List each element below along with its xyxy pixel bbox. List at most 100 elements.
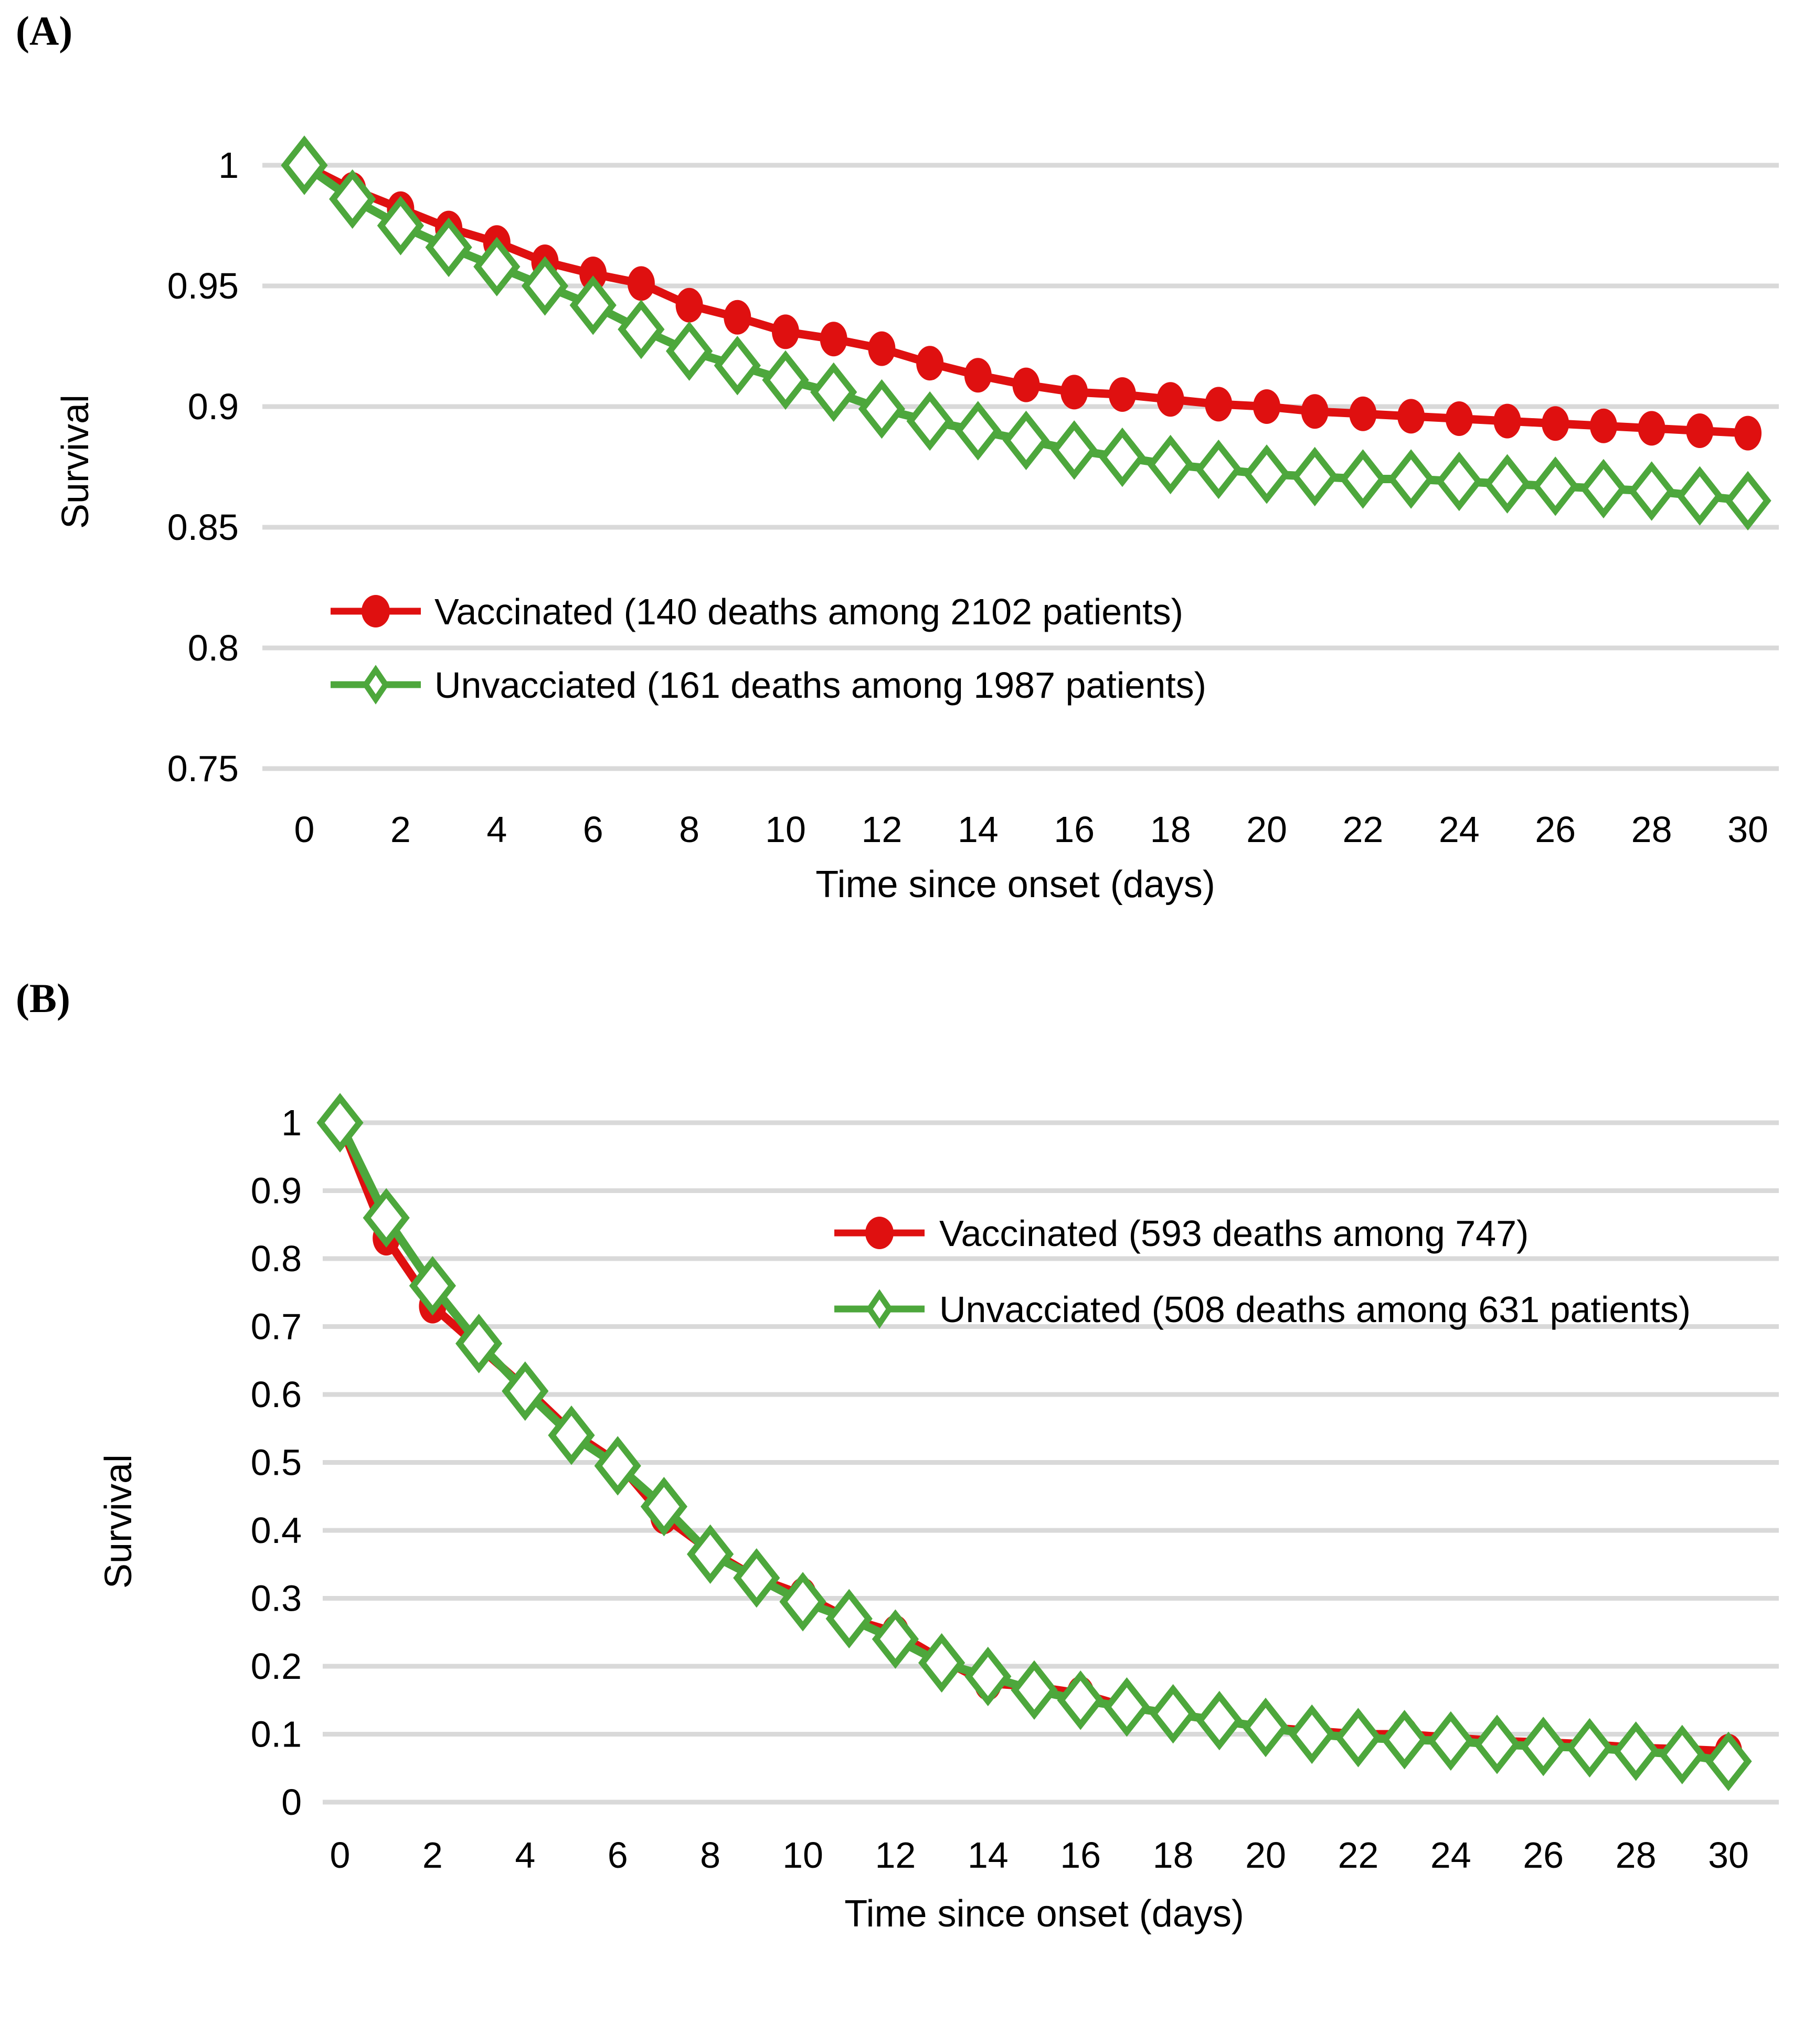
data-point-marker-diamond [473, 237, 521, 296]
data-point-marker-diamond [521, 256, 569, 316]
data-point-marker-diamond [1057, 1670, 1104, 1730]
data-point-marker-circle [579, 257, 607, 291]
data-point-marker-circle [1060, 375, 1088, 410]
data-point-marker-diamond [1147, 434, 1194, 495]
y-axis-tick-label: 1 [218, 145, 239, 186]
data-point-marker-diamond [502, 1361, 549, 1421]
x-axis-tick-label: 22 [1342, 809, 1383, 850]
x-axis-tick-label: 4 [515, 1835, 535, 1876]
data-point-marker-diamond [858, 379, 906, 439]
data-point-marker-diamond [618, 300, 665, 359]
panel-a-label: (A) [16, 8, 73, 54]
x-axis-tick-label: 4 [486, 809, 507, 850]
data-point-marker-diamond [918, 1633, 966, 1693]
data-point-marker-circle [1253, 389, 1280, 424]
x-axis-tick-label: 8 [700, 1835, 720, 1876]
data-point-marker-diamond [1011, 1660, 1058, 1720]
x-axis-tick-label: 26 [1523, 1835, 1564, 1876]
x-axis-title: Time since onset (days) [815, 864, 1215, 906]
data-point-marker-diamond [906, 391, 953, 451]
x-axis-tick-label: 8 [679, 809, 699, 850]
legend-label: Unvacciated (508 deaths among 631 patien… [939, 1289, 1691, 1330]
legend-item: Vaccinated (593 deaths among 747) [834, 1213, 1529, 1254]
y-axis-tick-label: 0.8 [188, 627, 239, 668]
data-point-marker-diamond [810, 362, 857, 422]
x-axis-tick-label: 26 [1535, 809, 1576, 850]
y-axis-tick-label: 0.4 [251, 1510, 302, 1551]
data-point-marker-diamond [665, 321, 713, 381]
data-point-marker-circle [1012, 367, 1040, 402]
x-axis-tick-label: 12 [861, 809, 902, 850]
x-axis-tick-label: 14 [958, 809, 999, 850]
data-point-marker-diamond [733, 1548, 780, 1608]
data-point-marker-diamond [964, 1646, 1012, 1707]
data-point-marker-diamond [569, 275, 617, 335]
x-axis-tick-label: 0 [294, 809, 315, 850]
x-axis-tick-label: 6 [608, 1835, 628, 1876]
chart-panel-A: 10.950.90.850.80.750 2 4 6 8 10 12 14 16 18 20 22 24… [55, 135, 1779, 906]
x-axis-tick-label: 14 [968, 1835, 1009, 1876]
data-point-marker-diamond [1473, 1715, 1521, 1774]
x-axis-title: Time since onset (days) [844, 1893, 1244, 1935]
data-point-marker-circle [1686, 413, 1714, 448]
x-axis-tick-label: 18 [1153, 1835, 1194, 1876]
data-point-marker-circle [1157, 382, 1184, 417]
y-axis-tick-label: 1 [281, 1102, 302, 1143]
data-point-marker-diamond [1002, 410, 1050, 471]
data-point-marker-circle [1542, 406, 1569, 441]
data-point-marker-diamond [594, 1436, 641, 1496]
data-point-marker-diamond [455, 1314, 503, 1374]
data-point-marker-circle [1108, 377, 1136, 412]
data-point-marker-circle [1638, 411, 1665, 446]
data-point-marker-diamond [1242, 1697, 1289, 1758]
chart-panel-B: 10.90.80.70.60.50.40.30.20.100 2 4 6 8 10 12 14… [98, 1093, 1779, 1935]
x-axis-tick-label: 30 [1727, 809, 1768, 850]
legend-key-circle-icon [362, 595, 390, 627]
x-axis-tick-label: 6 [583, 809, 603, 850]
data-point-marker-circle [964, 358, 992, 393]
data-point-marker-diamond [714, 336, 761, 396]
data-point-marker-diamond [1724, 471, 1771, 531]
y-axis-tick-label: 0.8 [251, 1238, 302, 1279]
y-axis-tick-label: 0.7 [251, 1306, 302, 1347]
legend-label: Vaccinated (140 deaths among 2102 patien… [434, 591, 1183, 632]
data-point-marker-diamond [1676, 466, 1723, 526]
data-point-marker-diamond [1427, 1711, 1474, 1771]
y-axis-tick-label: 0.3 [251, 1578, 302, 1619]
y-axis-tick-label: 0.1 [251, 1714, 302, 1755]
data-point-marker-circle [724, 300, 751, 335]
data-point-marker-circle [627, 266, 655, 301]
data-point-marker-diamond [425, 217, 472, 278]
data-point-marker-diamond [779, 1572, 826, 1632]
data-point-marker-diamond [548, 1406, 595, 1465]
data-point-marker-diamond [409, 1256, 457, 1316]
data-point-marker-diamond [1483, 454, 1531, 514]
legend-label: Vaccinated (593 deaths among 747) [939, 1213, 1529, 1254]
data-point-marker-diamond [640, 1476, 688, 1537]
y-axis-tick-label: 0.5 [251, 1442, 302, 1483]
legend-key-diamond-icon [866, 1289, 893, 1329]
x-axis-tick-label: 20 [1245, 1835, 1286, 1876]
legend-item: Unvacciated (161 deaths among 1987 patie… [331, 665, 1206, 706]
x-axis-tick-label: 16 [1054, 809, 1095, 850]
x-axis-tick-label: 28 [1631, 809, 1672, 850]
data-point-marker-diamond [1580, 459, 1627, 519]
x-axis-tick-label: 20 [1246, 809, 1287, 850]
legend-key-circle-icon [865, 1217, 894, 1249]
legend: Vaccinated (140 deaths among 2102 patien… [331, 591, 1206, 706]
legend: Vaccinated (593 deaths among 747) Unvacci… [834, 1213, 1691, 1330]
y-axis-tick-label: 0.9 [251, 1170, 302, 1211]
data-point-marker-diamond [1339, 449, 1387, 509]
y-axis-tick-label: 0.6 [251, 1374, 302, 1415]
data-point-marker-diamond [1628, 461, 1675, 521]
data-point-marker-diamond [377, 196, 425, 256]
data-point-marker-circle [1349, 396, 1377, 431]
data-point-marker-diamond [1149, 1684, 1197, 1744]
data-point-marker-diamond [281, 135, 328, 195]
data-point-marker-diamond [329, 169, 376, 229]
data-point-marker-diamond [1051, 420, 1098, 480]
data-point-marker-diamond [686, 1524, 734, 1584]
data-point-marker-diamond [1387, 449, 1435, 509]
x-axis-tick-label: 16 [1060, 1835, 1101, 1876]
legend-item: Vaccinated (140 deaths among 2102 patien… [331, 591, 1183, 632]
